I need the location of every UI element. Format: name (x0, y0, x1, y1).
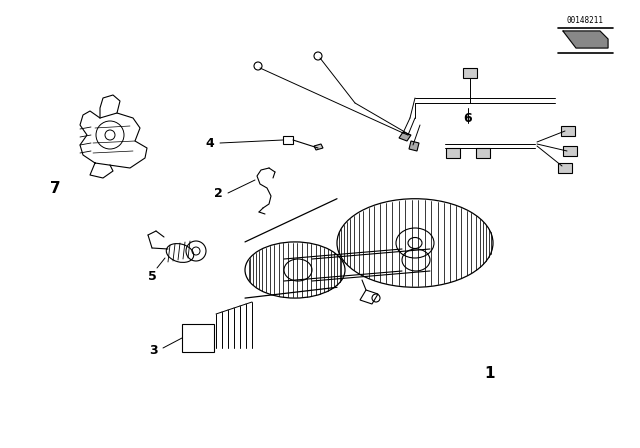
Polygon shape (409, 141, 419, 151)
Polygon shape (476, 148, 490, 158)
Text: 6: 6 (464, 112, 472, 125)
Bar (283, 136, 293, 144)
Bar (182, 324, 214, 352)
Polygon shape (563, 146, 577, 156)
Text: 2: 2 (214, 186, 222, 199)
Text: 4: 4 (205, 137, 214, 150)
Polygon shape (399, 132, 411, 141)
Text: 00148211: 00148211 (566, 16, 604, 25)
Polygon shape (558, 163, 572, 173)
Polygon shape (446, 148, 460, 158)
Polygon shape (463, 68, 477, 78)
Text: 7: 7 (50, 181, 60, 195)
Polygon shape (563, 31, 608, 48)
Polygon shape (561, 126, 575, 136)
Text: 3: 3 (148, 344, 157, 357)
Text: 5: 5 (148, 270, 156, 283)
Text: 1: 1 (484, 366, 495, 380)
Polygon shape (314, 144, 323, 150)
